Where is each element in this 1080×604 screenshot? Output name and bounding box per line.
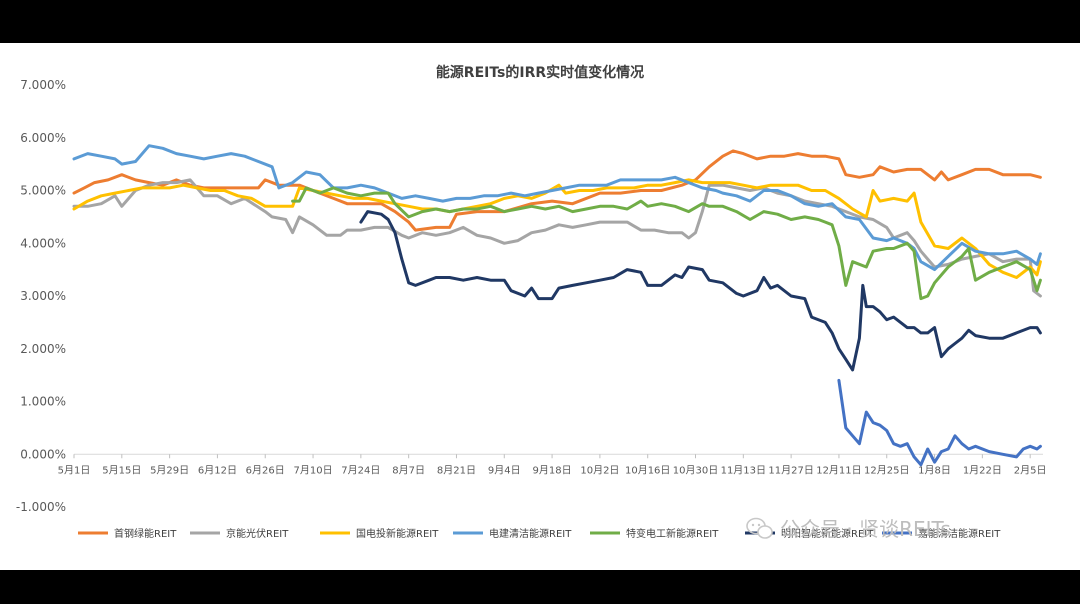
irr-line-chart: 能源REITs的IRR实时值变化情况 -1.000% 0.000% 1.000% 2.…	[16, 64, 1047, 541]
x-tick-label: 5月1日	[58, 464, 91, 476]
y-tick-label: 5.000%	[20, 184, 66, 198]
series-line-3	[72, 178, 1042, 279]
chart-title: 能源REITs的IRR实时值变化情况	[436, 64, 644, 81]
x-tick-label: 8月7日	[392, 464, 425, 476]
chart-frame: 能源REITs的IRR实时值变化情况 -1.000% 0.000% 1.000% 2.…	[0, 43, 1080, 570]
legend-label: 首钢绿能REIT	[114, 527, 177, 540]
x-tick-label: 1月22日	[963, 464, 1002, 476]
y-tick-label: 2.000%	[20, 342, 66, 356]
y-tick-label: 0.000%	[20, 447, 66, 461]
legend-label: 京能光伏REIT	[226, 527, 289, 540]
watermark-text: 公众号 · 贤谈REITs	[780, 517, 951, 541]
y-tick-label: 4.000%	[20, 236, 66, 250]
x-tick-label: 7月24日	[341, 464, 380, 476]
x-tick-label: 12月11日	[816, 464, 861, 476]
x-tick-label: 2月5日	[1014, 464, 1047, 476]
series-line-6	[359, 210, 1042, 372]
series-line-5	[291, 186, 1042, 301]
x-tick-label: 10月30日	[673, 464, 718, 476]
y-axis: -1.000% 0.000% 1.000% 2.000% 3.000% 4.000% 5.0…	[16, 78, 66, 514]
x-tick-label: 6月26日	[246, 464, 285, 476]
y-tick-label: -1.000%	[16, 500, 66, 514]
x-tick-label: 7月10日	[293, 464, 332, 476]
y-tick-label: 3.000%	[20, 289, 66, 303]
x-tick-label: 8月21日	[437, 464, 476, 476]
legend: 首钢绿能REIT 京能光伏REIT 国电投新能源REIT 电建清洁能源REIT 特变电工…	[78, 527, 1001, 540]
x-tick-label: 5月29日	[150, 464, 189, 476]
series-lines	[72, 144, 1042, 467]
legend-label: 特变电工新能源REIT	[626, 527, 719, 540]
series-line-1	[72, 149, 1042, 232]
series-line-7	[837, 378, 1042, 467]
wechat-icon	[746, 517, 773, 539]
y-tick-label: 7.000%	[20, 78, 66, 92]
legend-label: 嘉能清洁能源REIT	[918, 527, 1001, 540]
x-tick-label: 11月13日	[721, 464, 766, 476]
legend-label: 国电投新能源REIT	[356, 527, 439, 540]
x-tick-label: 5月15日	[102, 464, 141, 476]
y-tick-label: 6.000%	[20, 131, 66, 145]
x-tick-label: 9月18日	[533, 464, 572, 476]
x-tick-label: 9月4日	[488, 464, 521, 476]
series-line-2	[72, 178, 1042, 298]
x-tick-label: 10月16日	[625, 464, 670, 476]
x-tick-label: 11月27日	[768, 464, 813, 476]
x-tick-label: 1月8日	[918, 464, 951, 476]
x-tick-label: 6月12日	[198, 464, 237, 476]
series-line-4	[72, 144, 1042, 272]
x-tick-label: 12月25日	[864, 464, 909, 476]
x-tick-label: 10月2日	[580, 464, 619, 476]
x-axis: 5月1日 5月15日 5月29日 6月12日 6月26日 7月10日 7月24日 8月7日 8月…	[58, 453, 1047, 476]
legend-label: 电建清洁能源REIT	[489, 527, 572, 540]
legend-label: 明阳智能新能源REIT	[781, 527, 874, 540]
y-tick-label: 1.000%	[20, 395, 66, 409]
